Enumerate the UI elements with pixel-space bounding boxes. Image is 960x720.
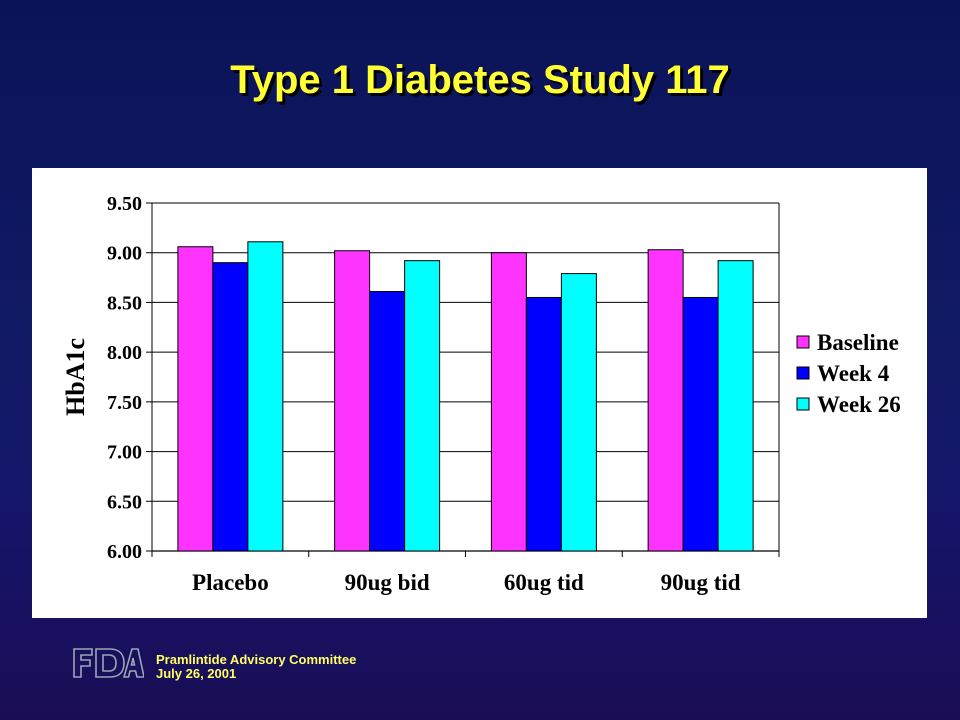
bar-week-4 bbox=[212, 262, 249, 552]
legend-label: Week 4 bbox=[817, 361, 890, 386]
bar-week-26 bbox=[560, 273, 597, 552]
bar-baseline bbox=[334, 250, 371, 552]
y-tick-label: 7.00 bbox=[107, 442, 142, 464]
legend-swatch bbox=[796, 397, 810, 411]
category-label: 90ug bid bbox=[345, 570, 430, 595]
bar-week-26 bbox=[404, 260, 441, 552]
y-tick-label: 7.50 bbox=[107, 392, 142, 414]
footer-date: July 26, 2001 bbox=[156, 666, 237, 681]
legend-label: Baseline bbox=[817, 330, 899, 355]
bar-baseline bbox=[490, 252, 527, 552]
y-tick-label: 8.00 bbox=[107, 342, 142, 364]
chart-panel: 6.00 6.50 7.00 7.50 8.00 8.50 9.00 9.50 Placebo 9… bbox=[32, 168, 927, 618]
bar-baseline bbox=[177, 246, 214, 552]
y-tick-label: 6.00 bbox=[107, 541, 142, 563]
category-label: 60ug tid bbox=[504, 570, 584, 595]
bar-week-4 bbox=[682, 296, 719, 552]
legend-swatch bbox=[796, 366, 810, 380]
fda-logo bbox=[73, 648, 144, 678]
footer-committee: Pramlintide Advisory Committee bbox=[156, 652, 357, 667]
y-tick-label: 9.00 bbox=[107, 243, 142, 265]
y-tick-label: 6.50 bbox=[107, 491, 142, 513]
legend-swatch bbox=[796, 335, 810, 349]
category-label: 90ug tid bbox=[661, 570, 741, 595]
bar-week-4 bbox=[369, 290, 406, 552]
bar-week-26 bbox=[717, 260, 754, 552]
category-label: Placebo bbox=[192, 570, 269, 595]
legend-label: Week 26 bbox=[817, 392, 901, 417]
y-tick-label: 9.50 bbox=[107, 193, 142, 215]
hba1c-bar-chart: 6.00 6.50 7.00 7.50 8.00 8.50 9.00 9.50 Placebo 9… bbox=[61, 193, 901, 595]
bar-week-4 bbox=[525, 296, 562, 552]
bar-week-26 bbox=[247, 241, 284, 552]
bar-baseline bbox=[647, 249, 684, 552]
slide-title: Type 1 Diabetes Study 117 bbox=[230, 58, 730, 102]
y-axis-title: HbA1c bbox=[61, 338, 90, 416]
y-tick-label: 8.50 bbox=[107, 292, 142, 314]
